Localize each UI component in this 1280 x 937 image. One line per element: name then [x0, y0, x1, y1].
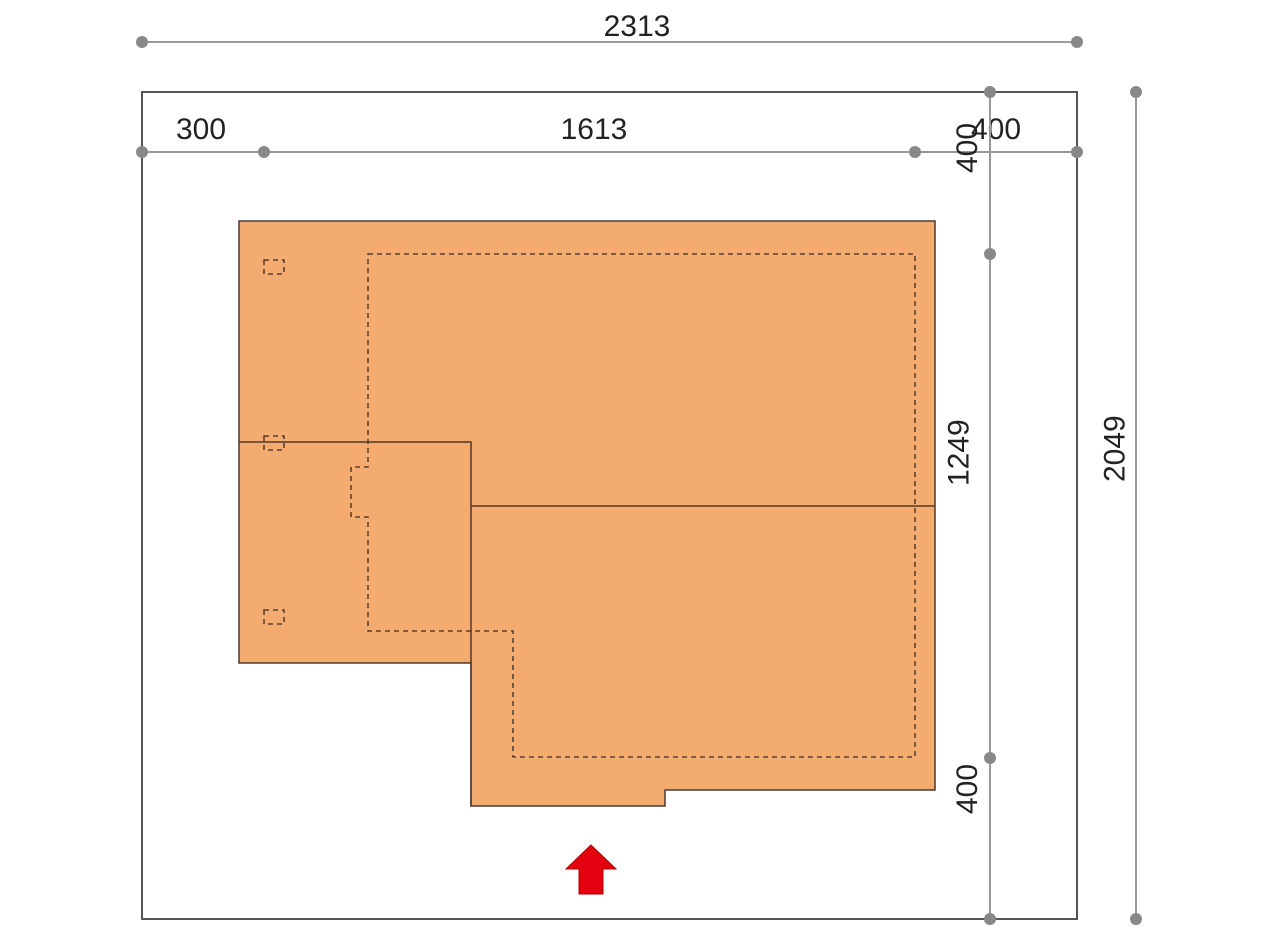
plot-width-dimension: 2313	[136, 10, 1083, 48]
column-marker	[263, 435, 285, 451]
top-setback-label: 400	[951, 123, 984, 173]
building-depth-label: 1249	[943, 419, 976, 486]
right-setback-label: 400	[971, 113, 1021, 146]
plot-depth-label: 2049	[1099, 415, 1132, 482]
column-marker	[263, 609, 285, 625]
column-marker	[263, 259, 285, 275]
left-setback-label: 300	[176, 113, 226, 146]
up-arrow-icon	[564, 844, 618, 895]
bottom-setback-label: 400	[951, 764, 984, 814]
wall-outline-dashed	[350, 253, 916, 758]
setback-width-dimensions: 300 1613 400	[136, 113, 1083, 158]
building-footprint	[238, 220, 936, 807]
plot-boundary	[141, 91, 1078, 920]
building-width-label: 1613	[561, 113, 628, 146]
plot-width-label: 2313	[604, 10, 671, 43]
plot-depth-dimension: 2049	[1099, 86, 1142, 925]
setback-depth-dimensions: 400 1249 400	[943, 86, 996, 925]
